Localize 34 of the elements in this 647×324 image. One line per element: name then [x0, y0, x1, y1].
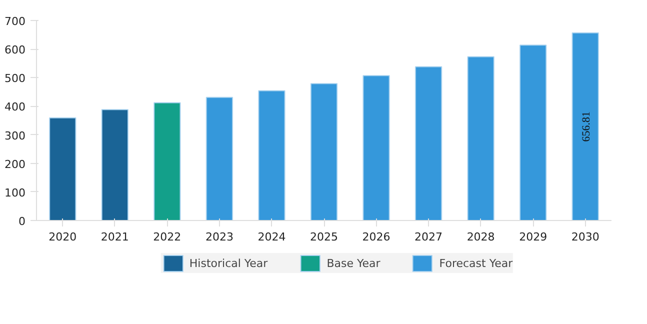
x-tick-label: 2025 — [310, 230, 338, 244]
x-tick-label: 2030 — [571, 230, 600, 244]
bar — [467, 56, 494, 220]
data-label: 656.81 — [580, 112, 592, 142]
y-tick-label: 200 — [4, 158, 26, 171]
x-tick-label: 2027 — [414, 230, 443, 244]
legend-label: Forecast Year — [439, 256, 513, 270]
bar — [258, 90, 286, 220]
y-tick-label: 700 — [4, 15, 26, 28]
bar — [572, 32, 599, 220]
legend-label: Base Year — [326, 256, 380, 270]
x-tick-label: 2026 — [362, 230, 390, 244]
bar — [101, 109, 128, 220]
y-tick-label: 500 — [4, 72, 26, 86]
x-tick-label: 2022 — [153, 230, 182, 244]
y-tick-label: 300 — [4, 129, 26, 142]
bar — [414, 66, 442, 220]
bar — [49, 117, 76, 220]
x-tick-label: 2020 — [48, 230, 77, 244]
x-tick-label: 2029 — [519, 230, 548, 244]
y-tick-label: 400 — [4, 100, 26, 114]
bar — [310, 83, 338, 220]
bar — [154, 102, 181, 220]
x-tick-label: 2023 — [205, 230, 234, 244]
bar — [520, 44, 547, 220]
bar — [362, 75, 390, 220]
y-tick-label: 100 — [4, 186, 26, 200]
x-tick-label: 2028 — [466, 230, 495, 244]
y-tick-label: 0 — [18, 215, 26, 228]
legend-label: Historical Year — [189, 256, 268, 270]
bar — [206, 96, 234, 220]
y-tick-label: 600 — [4, 44, 26, 57]
x-tick-label: 2024 — [258, 230, 286, 244]
x-tick-label: 2021 — [100, 230, 129, 244]
